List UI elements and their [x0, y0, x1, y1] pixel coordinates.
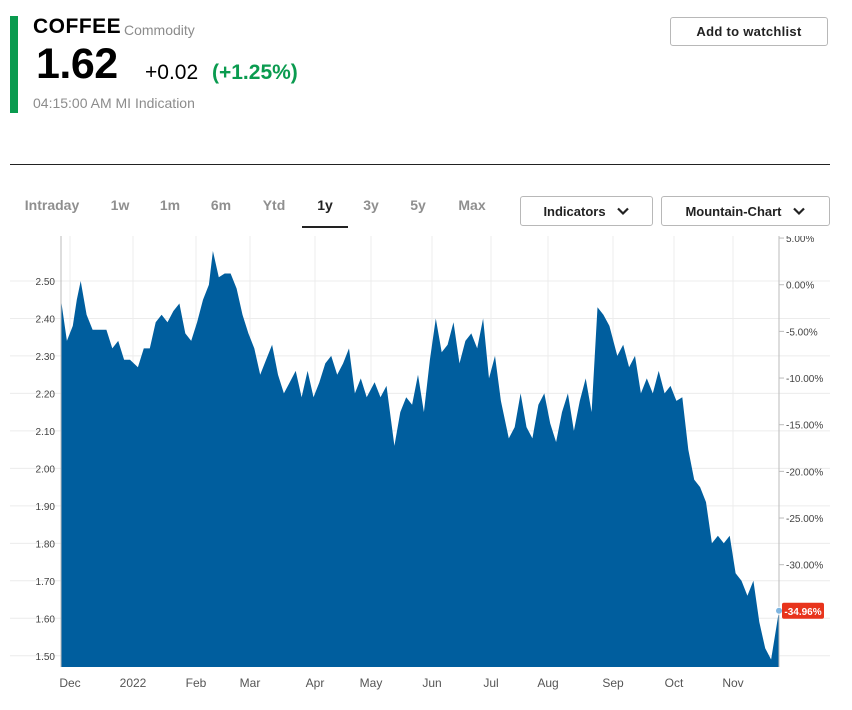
x-tick-label: Mar — [240, 676, 261, 690]
x-tick-label: Aug — [537, 676, 558, 690]
tab-1w[interactable]: 1w — [110, 197, 130, 213]
right-tick-label: -30.00% — [786, 561, 823, 572]
tab-1y[interactable]: 1y — [302, 190, 348, 228]
change-badge-bg — [782, 602, 824, 619]
price-change-percent: (+1.25%) — [212, 61, 298, 84]
price-area-series — [61, 251, 779, 667]
right-tick-label: 5.00% — [786, 236, 814, 245]
left-tick-label: 1.70 — [36, 577, 56, 588]
right-tick-label: -5.00% — [786, 327, 818, 338]
left-tick-label: 2.30 — [36, 352, 56, 363]
x-tick-label: May — [360, 676, 383, 690]
price-chart[interactable]: 1.50 1.60 1.70 1.80 1.90 2.00 2.10 2.20 2.30 2.40… — [0, 236, 852, 710]
price-change: +0.02 — [145, 61, 199, 84]
left-tick-label: 2.50 — [36, 277, 56, 288]
left-tick-label: 1.90 — [36, 502, 56, 513]
x-tick-labels: Dec 2022 Feb Mar Apr May Jun Jul Aug Sep Oct Nov — [59, 676, 743, 690]
left-tick-labels: 1.50 1.60 1.70 1.80 1.90 2.00 2.10 2.20 2.30 2.40… — [36, 277, 56, 663]
x-tick-label: Jul — [483, 676, 498, 690]
x-tick-label: Sep — [602, 676, 624, 690]
quote-timestamp: 04:15:00 AM MI Indication — [33, 95, 195, 111]
right-tick-label: -25.00% — [786, 514, 823, 525]
left-tick-label: 2.00 — [36, 464, 56, 475]
chevron-down-icon — [792, 207, 805, 216]
x-tick-label: Apr — [306, 676, 325, 690]
chart-type-label: Mountain-Chart — [685, 203, 782, 219]
chevron-down-icon — [616, 207, 629, 216]
current-change-badge: -34.96% — [775, 602, 824, 619]
indicators-dropdown[interactable]: Indicators — [520, 196, 653, 226]
tab-6m[interactable]: 6m — [210, 197, 232, 213]
add-to-watchlist-button[interactable]: Add to watchlist — [670, 17, 828, 46]
tab-intraday[interactable]: Intraday — [24, 197, 80, 213]
x-tick-label: Feb — [186, 676, 207, 690]
left-tick-label: 1.80 — [36, 539, 56, 550]
symbol-title: COFFEE — [33, 15, 122, 38]
indicators-label: Indicators — [543, 203, 606, 219]
price-up-accent-bar — [10, 16, 18, 113]
right-tick-labels: 5.00% 0.00% -5.00% -10.00% -15.00% -20.00% -25… — [779, 236, 823, 572]
left-tick-label: 1.60 — [36, 614, 56, 625]
tab-1m[interactable]: 1m — [159, 197, 181, 213]
x-tick-label: Oct — [665, 676, 684, 690]
asset-type-label: Commodity — [124, 22, 195, 38]
last-price: 1.62 — [36, 40, 118, 88]
x-tick-label: Dec — [59, 676, 80, 690]
last-price-marker — [775, 606, 783, 615]
chart-type-dropdown[interactable]: Mountain-Chart — [661, 196, 830, 226]
right-tick-label: -20.00% — [786, 467, 823, 478]
x-tick-label: Nov — [722, 676, 743, 690]
left-tick-label: 2.20 — [36, 389, 56, 400]
tab-max[interactable]: Max — [458, 197, 486, 213]
tab-5y[interactable]: 5y — [410, 197, 426, 213]
right-tick-label: 0.00% — [786, 281, 814, 292]
change-badge-text: -34.96% — [784, 607, 821, 618]
tab-3y[interactable]: 3y — [363, 197, 379, 213]
tab-ytd[interactable]: Ytd — [262, 197, 286, 213]
header-divider — [10, 164, 830, 165]
left-tick-label: 2.40 — [36, 314, 56, 325]
left-tick-label: 1.50 — [36, 652, 56, 663]
x-tick-label: 2022 — [120, 676, 147, 690]
right-tick-label: -10.00% — [786, 374, 823, 385]
left-tick-label: 2.10 — [36, 427, 56, 438]
right-tick-label: -15.00% — [786, 421, 823, 432]
x-tick-label: Jun — [422, 676, 441, 690]
